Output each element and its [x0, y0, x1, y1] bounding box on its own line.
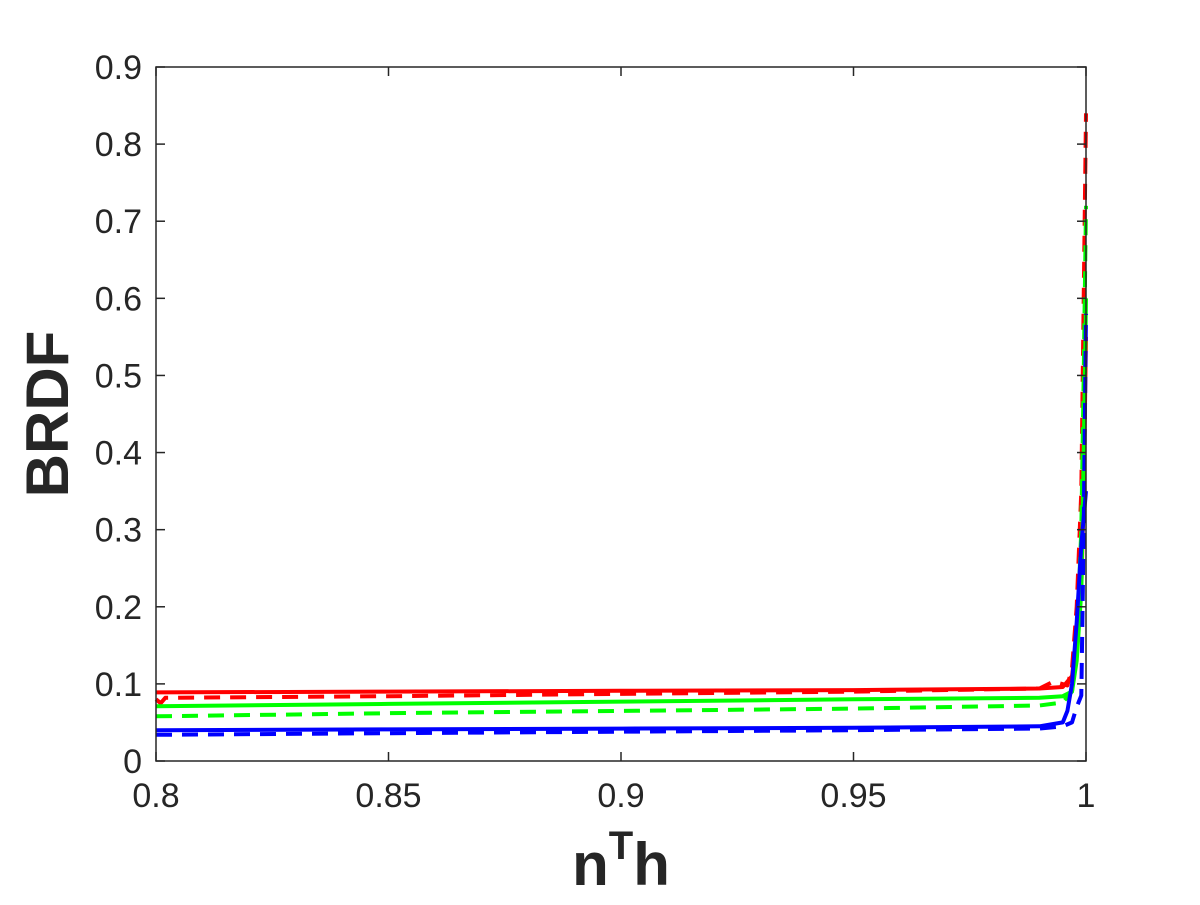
y-tick-label: 0.8 — [95, 126, 142, 164]
y-tick-label: 0.3 — [95, 512, 142, 550]
y-tick-label: 0 — [123, 743, 142, 781]
y-tick-label: 0.2 — [95, 589, 142, 627]
x-axis-title-base: n — [572, 831, 609, 898]
series-line-6-dashed — [155, 313, 1088, 737]
x-tick-label: 1 — [1077, 777, 1096, 815]
x-tick-label: 0.85 — [355, 777, 421, 815]
y-tick-label: 0.5 — [95, 357, 142, 395]
x-axis-title-superscript: T — [609, 824, 633, 868]
series-line-5-solid — [155, 490, 1088, 733]
y-axis-title: BRDF — [14, 331, 81, 498]
y-tick-label: 0.4 — [95, 435, 142, 473]
y-tick-label: 0.1 — [95, 666, 142, 704]
y-tick-label: 0.9 — [95, 49, 142, 87]
y-tick-label: 0.7 — [95, 203, 142, 241]
plot-area — [156, 67, 1086, 761]
y-tick-label: 0.6 — [95, 280, 142, 318]
x-tick-label: 0.9 — [597, 777, 644, 815]
series-layer — [154, 113, 1088, 737]
x-axis-title-suffix: h — [633, 831, 670, 898]
plot-background — [156, 67, 1086, 761]
ticks-layer: 0.8 0.85 0.9 0.95 1 0 0.1 0.2 0.3 0.4 0.5 0.6 0.7 0.8… — [95, 49, 1096, 815]
x-axis-title: nTh — [572, 824, 670, 898]
x-tick-label: 0.95 — [820, 777, 886, 815]
x-tick-label: 0.8 — [132, 777, 179, 815]
